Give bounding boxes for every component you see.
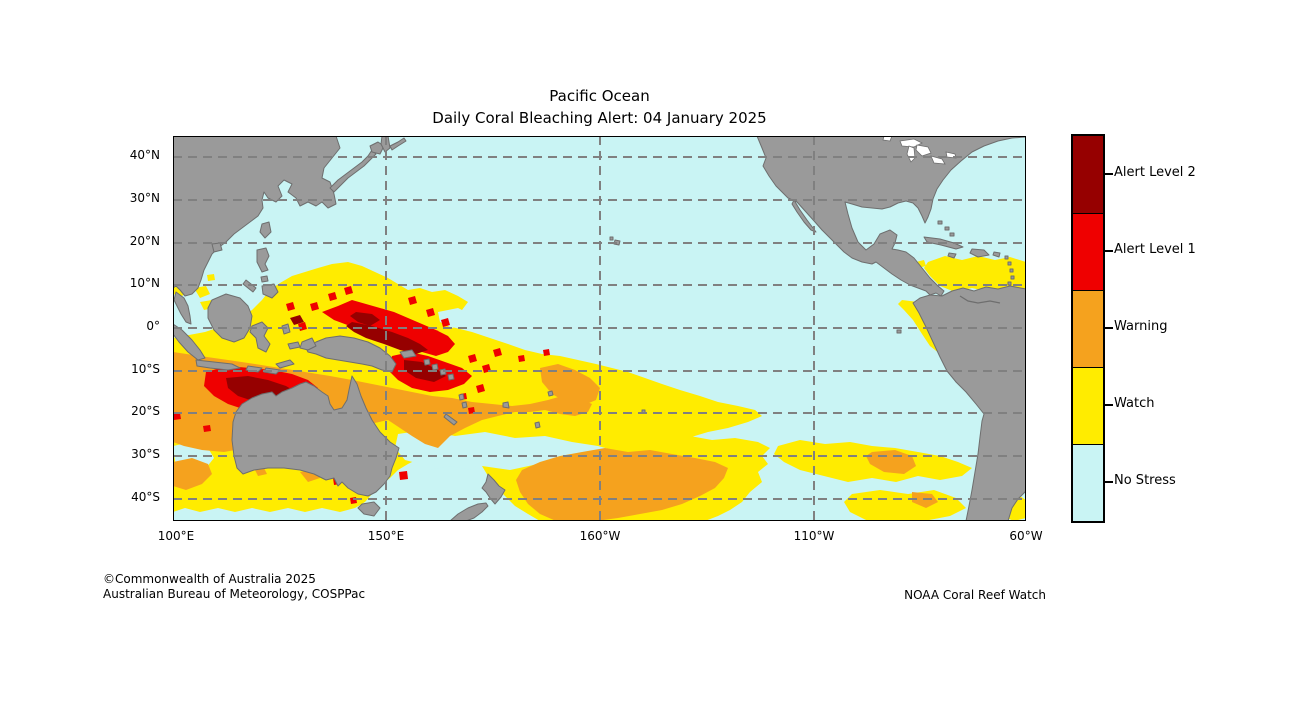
land-hispaniola (969, 248, 990, 258)
copyright-line-1: ©Commonwealth of Australia 2025 (103, 572, 316, 586)
land-bahamas (937, 220, 955, 237)
lon-label-160w: 160°W (579, 529, 621, 543)
land-sulawesi (249, 321, 271, 353)
land-malay-peninsula (173, 291, 192, 325)
legend-tick-1 (1105, 173, 1113, 175)
lakes (882, 136, 957, 165)
lon-label-110w: 110°W (793, 529, 835, 543)
land-north-america (756, 136, 1026, 297)
land-birds-head (299, 337, 317, 351)
landmasses (173, 136, 1026, 521)
land-hainan (211, 242, 223, 253)
lat-label-30s: 30°S (131, 447, 160, 461)
lake-huron (915, 144, 932, 157)
copyright-block: ©Commonwealth of Australia 2025 Australi… (103, 572, 365, 602)
legend-tick-2 (1105, 250, 1113, 252)
lat-label-30n: 30°N (129, 191, 160, 205)
land-japan (329, 149, 377, 193)
land-galapagos (896, 329, 902, 334)
title-line-2: Daily Coral Bleaching Alert: 04 January … (432, 109, 767, 127)
land-kurils (389, 137, 407, 151)
lon-label-150e: 150°E (367, 529, 405, 543)
lake-winnipeg (882, 136, 893, 142)
land-vanuatu (458, 393, 468, 409)
land-java (195, 359, 241, 371)
land-luzon (256, 247, 270, 273)
legend-tick-3 (1105, 327, 1113, 329)
legend-label-no-stress: No Stress (1114, 473, 1176, 488)
map-title: Pacific Ocean Daily Coral Bleaching Aler… (173, 85, 1026, 129)
legend-label-alert-level-1: Alert Level 1 (1114, 242, 1196, 257)
copyright-line-2: Australian Bureau of Meteorology, COSPPa… (103, 587, 366, 601)
land-samoa (547, 390, 554, 397)
legend-label-warning: Warning (1114, 319, 1168, 334)
land-nz-north (481, 473, 506, 505)
lat-label-10s: 10°S (131, 362, 160, 376)
legend-swatch-no-stress (1073, 444, 1103, 521)
lat-label-20n: 20°N (129, 234, 160, 248)
legend-label-alert-level-2: Alert Level 2 (1114, 165, 1196, 180)
land-taiwan (259, 221, 272, 239)
legend-label-watch: Watch (1114, 396, 1155, 411)
land-antilles (1004, 255, 1015, 286)
lat-label-40n: 40°N (129, 148, 160, 162)
gridlines (173, 136, 1026, 521)
lat-label-10n: 10°N (129, 276, 160, 290)
lat-label-20s: 20°S (131, 404, 160, 418)
land-new-britain (399, 349, 417, 359)
land-australia (231, 375, 400, 497)
orinoco-river (959, 295, 1001, 304)
land-solomons (423, 358, 455, 381)
legend-tick-5 (1105, 481, 1113, 483)
legend-swatch-watch (1073, 367, 1103, 444)
land-jamaica (947, 252, 957, 259)
lon-label-60w: 60°W (1009, 529, 1043, 543)
land-timor (275, 359, 295, 369)
land-sumatra (173, 323, 206, 361)
coral-bleaching-map (173, 136, 1026, 521)
land-visayas (260, 275, 269, 283)
legend-tick-4 (1105, 404, 1113, 406)
land-new-caledonia (443, 413, 458, 426)
lat-label-0: 0° (146, 319, 160, 333)
land-fiji (502, 401, 510, 409)
noaa-credit: NOAA Coral Reef Watch (904, 588, 1046, 602)
legend-swatch-alert-level-1 (1073, 213, 1103, 290)
land-tonga (534, 421, 541, 429)
title-line-1: Pacific Ocean (549, 87, 650, 105)
lat-label-40s: 40°S (131, 490, 160, 504)
land-tasmania (357, 501, 381, 517)
land-borneo (207, 293, 253, 343)
legend-swatch-alert-level-2 (1073, 136, 1103, 213)
land-puerto-rico (992, 251, 1001, 258)
legend-colorbar (1071, 134, 1105, 523)
land-south-america (912, 285, 1026, 521)
lon-label-100e: 100°E (157, 529, 195, 543)
land-nz-south (449, 502, 489, 521)
legend-swatch-warning (1073, 290, 1103, 367)
land-hokkaido (369, 141, 385, 155)
